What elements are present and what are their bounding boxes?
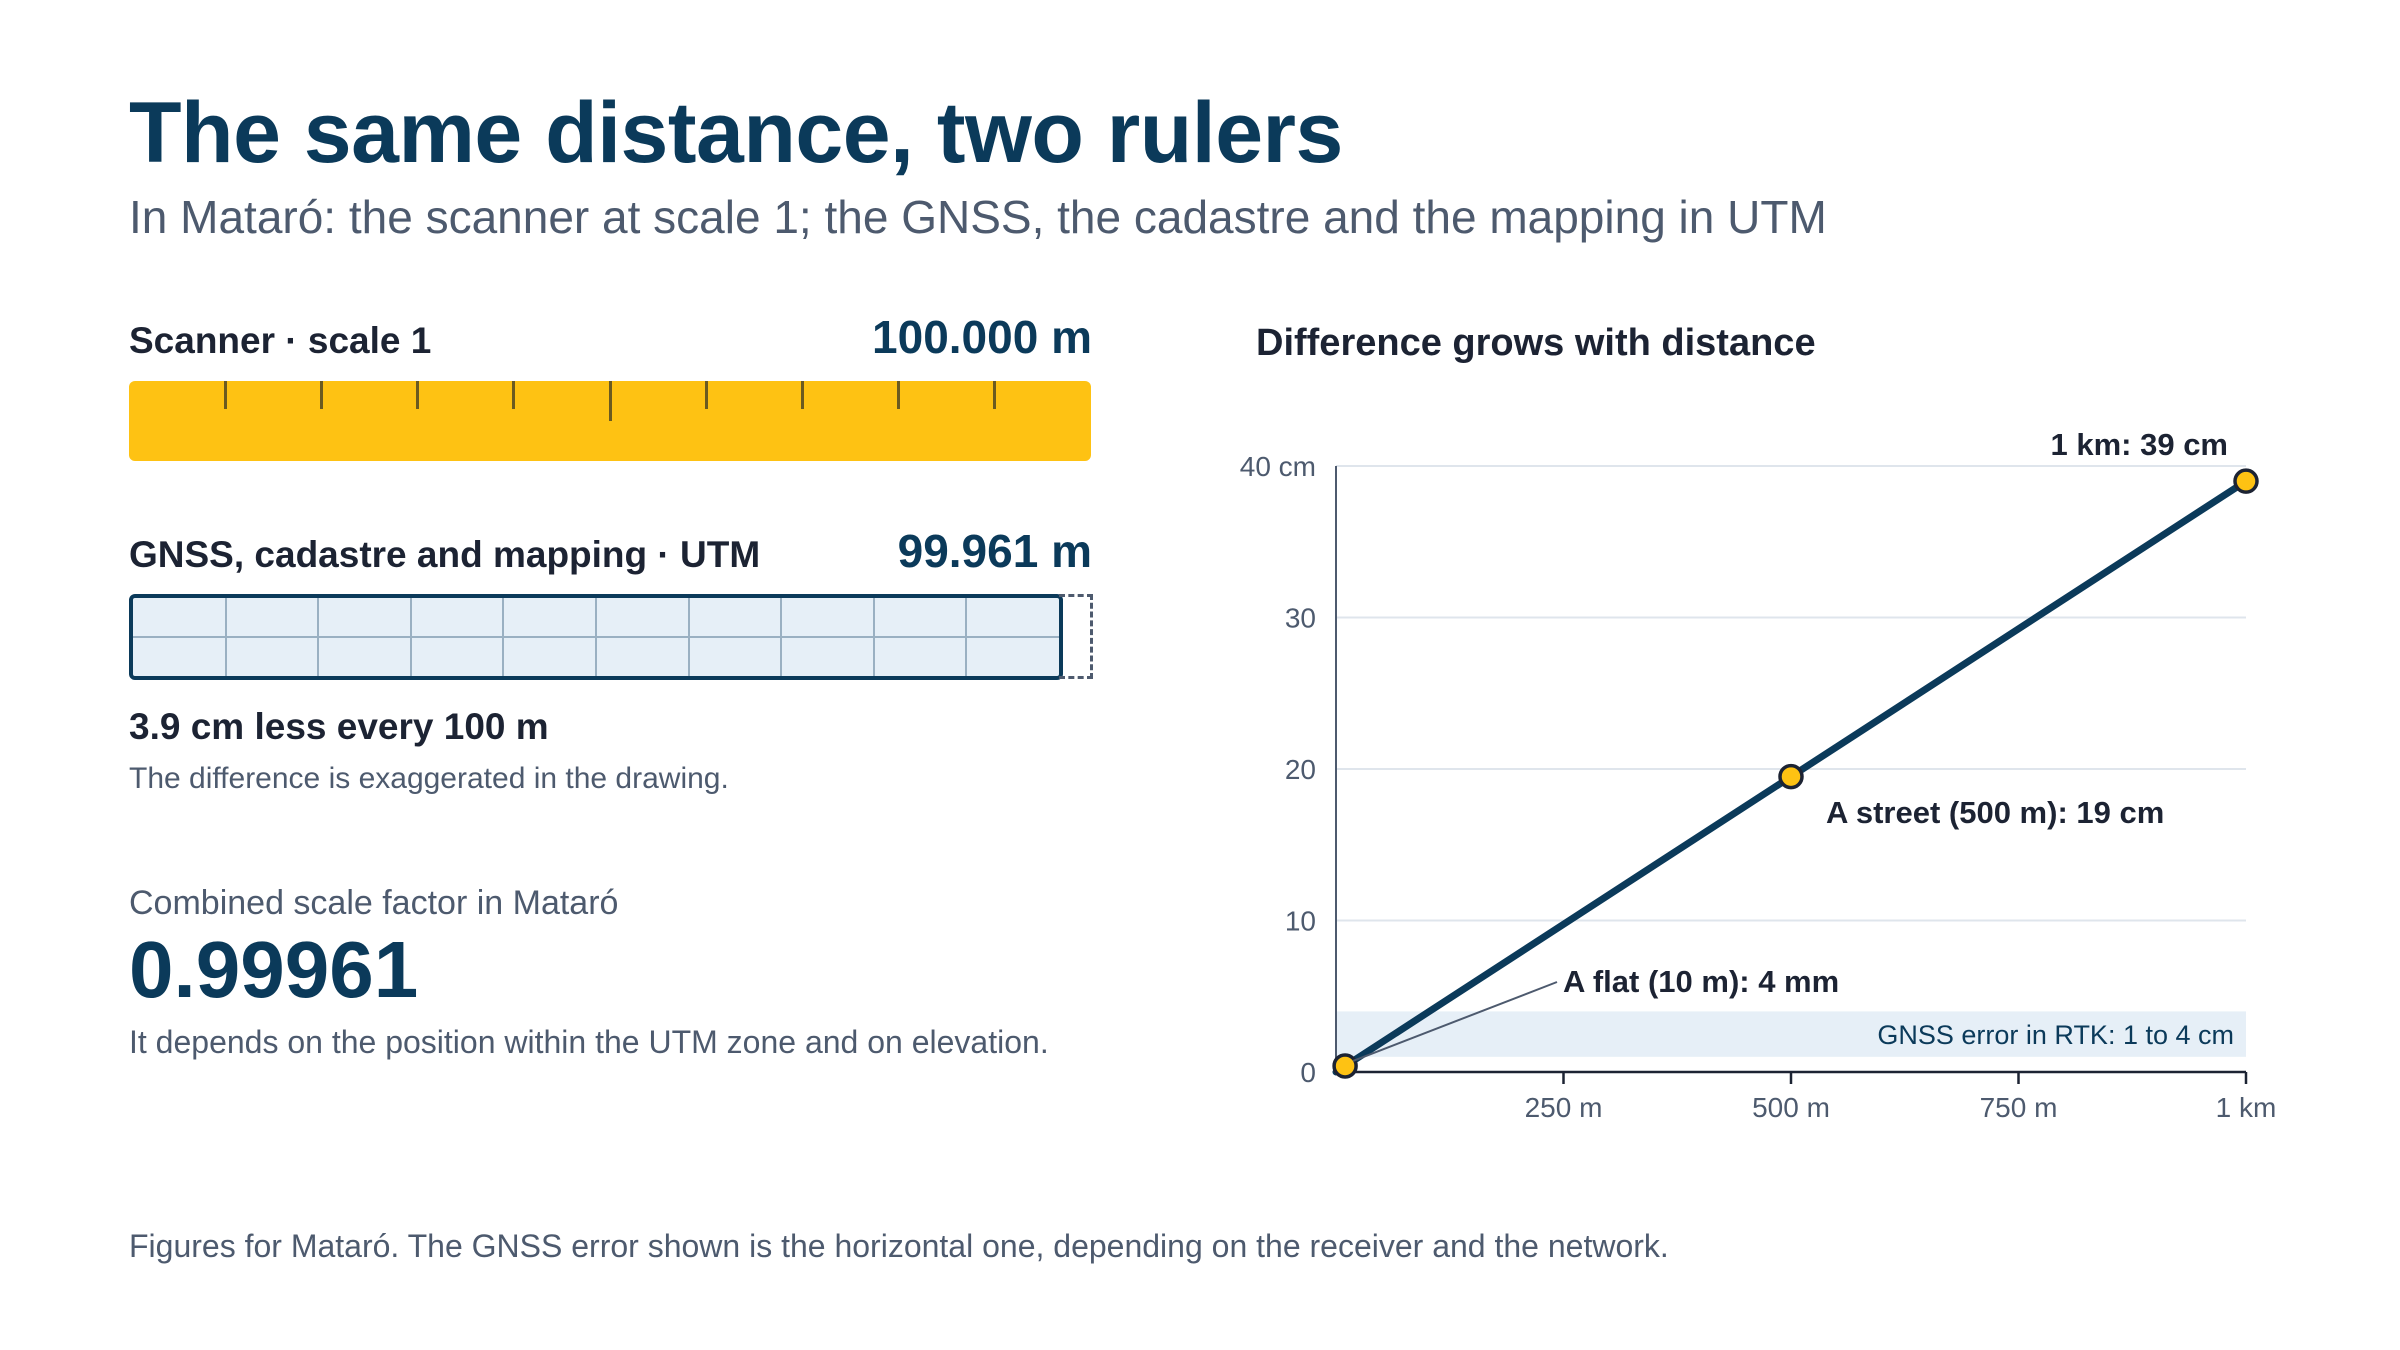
scanner-ruler-tick	[512, 381, 516, 409]
utm-ruler-label: GNSS, cadastre and mapping · UTM	[129, 534, 761, 575]
utm-ruler-value: 99.961 m	[897, 525, 1092, 577]
data-point-label: A flat (10 m): 4 mm	[1563, 964, 1839, 999]
x-tick-label: 750 m	[1980, 1092, 2058, 1123]
scanner-ruler-tick	[416, 381, 420, 409]
difference-text: 3.9 cm less every 100 m	[129, 706, 549, 747]
y-tick-label: 30	[1285, 603, 1316, 634]
scanner-ruler-tick	[800, 381, 804, 409]
y-tick-label: 20	[1285, 754, 1316, 785]
scanner-ruler-tick	[993, 381, 997, 409]
footnote: Figures for Mataró. The GNSS error shown…	[129, 1228, 1669, 1264]
scanner-ruler-tick	[608, 381, 612, 421]
y-tick-label: 0	[1300, 1057, 1316, 1088]
page-title: The same distance, two rulers	[129, 85, 1343, 181]
data-point	[2233, 468, 2259, 494]
scanner-ruler-bar	[129, 381, 1091, 461]
scanner-ruler-tick	[704, 381, 708, 409]
difference-note: The difference is exaggerated in the dra…	[129, 762, 729, 795]
scale-factor-label: Combined scale factor in Mataró	[129, 884, 619, 922]
y-tick-label: 10	[1285, 906, 1316, 937]
scanner-ruler-label: Scanner · scale 1	[129, 320, 432, 361]
data-point	[1778, 763, 1804, 790]
scanner-ruler-value: 100.000 m	[872, 311, 1092, 363]
gnss-error-band	[1336, 1011, 2246, 1057]
scale-factor-note: It depends on the position within the UT…	[129, 1024, 1049, 1060]
scanner-ruler-tick	[897, 381, 901, 409]
utm-ruler-bar	[129, 594, 1063, 680]
scanner-ruler-tick	[223, 381, 227, 409]
x-tick-label: 250 m	[1525, 1092, 1603, 1123]
data-point-label: A street (500 m): 19 cm	[1826, 795, 2164, 830]
gnss-error-band-label: GNSS error in RTK: 1 to 4 cm	[1877, 1020, 2234, 1050]
data-point	[1332, 1053, 1358, 1079]
utm-ruler-gap	[1059, 594, 1093, 679]
chart-title: Difference grows with distance	[1256, 322, 1816, 364]
page-subtitle: In Mataró: the scanner at scale 1; the G…	[129, 191, 1827, 243]
point-leader-line	[1352, 981, 1558, 1062]
y-tick-label: 40 cm	[1240, 451, 1316, 482]
x-tick-label: 500 m	[1752, 1092, 1830, 1123]
x-tick-label: 1 km	[2216, 1092, 2277, 1123]
scanner-ruler-tick	[319, 381, 323, 409]
data-point-label: 1 km: 39 cm	[2051, 427, 2229, 462]
utm-ruler-gridline	[133, 636, 1059, 638]
scale-factor-value: 0.99961	[129, 925, 419, 1014]
